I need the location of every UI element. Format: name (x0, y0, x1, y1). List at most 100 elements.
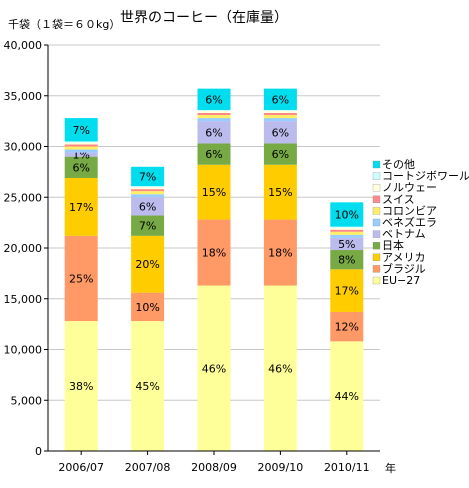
data-label: 18% (202, 247, 226, 260)
bar-segment (64, 156, 98, 178)
bar-segment (64, 149, 98, 153)
data-label: 25% (69, 272, 93, 285)
x-axis-label: 年 (385, 461, 396, 475)
legend-label: ノルウェー (382, 181, 437, 194)
data-label: 15% (202, 186, 226, 199)
legend-swatch (372, 195, 381, 203)
y-tick-label: 40,000 (4, 39, 43, 52)
data-label: 18% (268, 247, 292, 260)
data-label: 12% (335, 321, 359, 334)
data-label: 10% (335, 209, 359, 222)
legend-swatch (372, 230, 381, 238)
data-label: 44% (335, 390, 359, 403)
bar-segment (131, 186, 165, 188)
legend-label: コロンビア (382, 204, 437, 217)
bar-segment (330, 234, 364, 238)
bar-segment (131, 321, 165, 451)
data-label: 46% (202, 362, 226, 375)
bar-segment (263, 113, 297, 116)
data-label: 45% (135, 380, 159, 393)
legend-label: ブラジル (382, 261, 426, 275)
bar-segment (64, 144, 98, 147)
bar-segment (330, 341, 364, 451)
data-label: 17% (69, 201, 93, 214)
bar-segment (330, 311, 364, 342)
data-label: 6% (205, 126, 222, 139)
data-label: 6% (272, 148, 289, 161)
data-label: 10% (135, 301, 159, 314)
bar-segment (330, 250, 364, 270)
bar-segment (64, 177, 98, 236)
data-label: 38% (69, 380, 93, 393)
bar-segment (263, 88, 297, 110)
bar-segment (131, 187, 165, 190)
bar-segment (330, 226, 364, 228)
bar-segment (64, 235, 98, 322)
bar-segment (197, 219, 231, 286)
legend-swatch (372, 242, 381, 250)
bar-segment (263, 219, 297, 286)
data-label: 6% (272, 126, 289, 139)
data-label: 8% (338, 254, 355, 267)
bar-segment (330, 227, 364, 230)
data-label: 6% (205, 148, 222, 161)
legend-swatch (372, 207, 381, 215)
y-tick-label: 0 (35, 445, 42, 458)
y-tick-label: 25,000 (4, 191, 43, 204)
bar-segment (197, 109, 231, 111)
legend-swatch (372, 265, 381, 273)
y-tick-label: 5,000 (11, 394, 43, 407)
bar-segment (197, 143, 231, 165)
y-tick-label: 10,000 (4, 344, 43, 357)
data-label: 20% (135, 258, 159, 271)
bar-segment (64, 152, 98, 157)
bar-segment (131, 166, 165, 187)
legend-swatch (372, 276, 381, 285)
bar-segment (197, 121, 231, 144)
chart-title: 世界のコーヒー（在庫量） (120, 9, 288, 26)
bar-segment (263, 118, 297, 122)
legend-swatch (372, 160, 381, 169)
bars: 38%25%17%6%1%7%45%10%20%7%6%7%46%18%15%6… (64, 88, 364, 451)
data-label: 7% (72, 124, 89, 137)
x-tick-label: 2008/09 (191, 461, 237, 474)
bar-segment (263, 285, 297, 451)
x-tick-label: 2010/11 (324, 461, 370, 474)
data-label: 15% (268, 186, 292, 199)
bar-segment (64, 118, 98, 142)
legend-label: スイス (382, 193, 415, 206)
bar-segment (197, 110, 231, 114)
bar-segment (64, 321, 98, 451)
data-label: 6% (272, 93, 289, 106)
y-tick-label: 15,000 (4, 293, 43, 306)
legend-swatch (372, 253, 381, 261)
bar-segment (197, 115, 231, 119)
bar-segment (197, 113, 231, 116)
bar-segment (131, 215, 165, 236)
bar-segment (263, 143, 297, 165)
legend-label: その他 (382, 158, 415, 171)
data-label: 7% (139, 170, 156, 183)
bar-segment (64, 141, 98, 143)
legend-swatch (372, 218, 381, 227)
y-axis-label: 千袋（１袋＝６０kg） (8, 17, 120, 31)
bar-segment (330, 269, 364, 312)
bar-segment (263, 110, 297, 114)
bar-segment (263, 164, 297, 220)
legend: その他コートジボワールノルウェースイスコロンビアベネズエラベトナム日本アメリカブ… (372, 158, 469, 287)
bar-segment (131, 235, 165, 293)
bar-segment (64, 142, 98, 145)
legend-label: ベトナム (382, 228, 426, 241)
bar-segment (263, 121, 297, 144)
bar-segment (131, 292, 165, 322)
y-tick-label: 30,000 (4, 141, 43, 154)
bar-segment (131, 197, 165, 216)
legend-label: ベネズエラ (382, 215, 437, 229)
y-axis-ticks: 0 5,000 10,000 15,000 20,000 25,000 30,000 35,0… (4, 39, 48, 458)
y-tick-label: 35,000 (4, 90, 43, 103)
bar-segment (197, 118, 231, 122)
bar-segment (197, 164, 231, 220)
legend-label: 日本 (382, 238, 404, 252)
data-label: 6% (72, 161, 89, 174)
